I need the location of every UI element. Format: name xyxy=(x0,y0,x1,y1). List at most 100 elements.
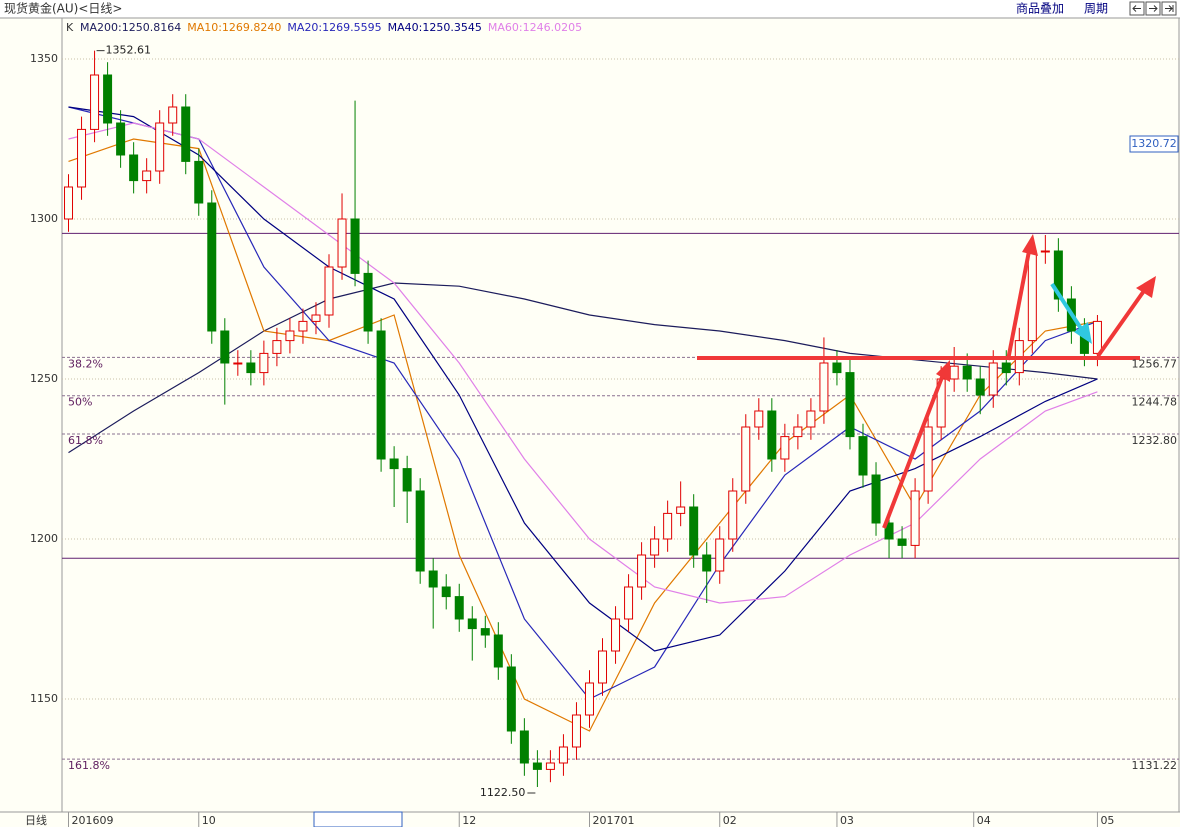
candle-body xyxy=(598,650,608,684)
candle-body xyxy=(168,106,178,124)
candle-body xyxy=(1053,250,1063,300)
candle-body xyxy=(259,352,269,374)
candle xyxy=(702,542,712,603)
candle xyxy=(129,142,139,194)
fib-label: 161.8% xyxy=(68,759,110,772)
candle-body xyxy=(129,154,139,182)
scroll-box[interactable] xyxy=(313,811,403,827)
y-tick-label: 1200 xyxy=(30,532,58,545)
candle xyxy=(663,500,673,552)
candle xyxy=(259,340,269,386)
candle-body xyxy=(142,170,152,182)
candle-body xyxy=(1040,250,1050,253)
period-button[interactable]: 周期 xyxy=(1084,2,1108,16)
candle-body xyxy=(363,272,373,332)
ma-line xyxy=(68,122,1098,604)
candle xyxy=(506,654,516,744)
candle-body xyxy=(611,618,621,652)
legend-lead: K xyxy=(66,21,74,34)
candle-body xyxy=(689,506,699,556)
candle-body xyxy=(845,372,855,438)
candle xyxy=(624,574,634,632)
candle xyxy=(975,366,985,415)
overlay-button[interactable]: 商品叠加 xyxy=(1016,1,1064,16)
candle-body xyxy=(1092,320,1102,354)
price-label: 1320.72 xyxy=(1131,137,1177,150)
candle xyxy=(311,302,321,335)
legend-entry: MA40:1250.3545 xyxy=(388,21,482,34)
candle-body xyxy=(298,320,308,332)
candle-body xyxy=(389,458,399,470)
candle-body xyxy=(480,628,490,636)
candle-body xyxy=(64,186,74,220)
x-tick-label: 10 xyxy=(202,814,216,827)
candle-body xyxy=(910,490,920,546)
candle xyxy=(376,318,386,472)
candle-body xyxy=(428,570,438,588)
candle-body xyxy=(311,314,321,322)
low-label: 1122.50 xyxy=(480,786,526,799)
candle-body xyxy=(467,618,477,630)
candle xyxy=(689,494,699,568)
candle-body xyxy=(194,160,204,204)
candle-body xyxy=(441,586,451,598)
candle xyxy=(116,110,126,168)
legend-entry: MA10:1269.8240 xyxy=(187,21,281,34)
candle-body xyxy=(77,128,87,188)
candle xyxy=(428,558,438,629)
candle xyxy=(910,478,920,559)
candle-body xyxy=(624,586,634,620)
candle-body xyxy=(246,362,256,374)
candle xyxy=(611,606,621,664)
candle-body xyxy=(715,538,725,572)
candle-body xyxy=(975,378,985,396)
candle-body xyxy=(90,74,100,130)
candle-body xyxy=(532,762,542,770)
candle-body xyxy=(506,666,516,732)
ma-line xyxy=(68,282,1098,454)
fib-value-label: 1131.22 xyxy=(1132,759,1178,772)
candle-body xyxy=(220,330,230,364)
fib-value-label: 1256.77 xyxy=(1132,357,1178,370)
candle xyxy=(676,481,686,527)
candle xyxy=(415,478,425,584)
candle-body xyxy=(324,266,334,316)
candle xyxy=(77,116,87,200)
candle-body xyxy=(819,362,829,412)
legend-entry: MA20:1269.5595 xyxy=(287,21,381,34)
chart-title: 现货黄金(AU)<日线> xyxy=(4,1,122,16)
candle xyxy=(246,350,256,386)
fib-label: 61.8% xyxy=(68,434,103,447)
candle xyxy=(350,100,360,287)
candle xyxy=(584,670,594,728)
candle xyxy=(598,638,608,696)
annotations xyxy=(697,234,1156,529)
candle-body xyxy=(793,426,803,438)
candle-body xyxy=(155,122,165,172)
candle-body xyxy=(584,682,594,716)
candle-body xyxy=(1027,250,1037,342)
candle xyxy=(454,583,464,632)
candle xyxy=(272,327,282,367)
candle-body xyxy=(923,426,933,492)
candle xyxy=(298,308,308,344)
candle xyxy=(558,734,568,776)
arrow xyxy=(1096,286,1148,358)
candle-body xyxy=(988,362,998,396)
nav-icon xyxy=(1149,5,1158,12)
candle-body xyxy=(663,512,673,540)
candle xyxy=(637,542,647,600)
arrow-head xyxy=(1022,234,1038,256)
candle xyxy=(767,398,777,472)
candle-body xyxy=(871,474,881,524)
candle xyxy=(519,718,529,776)
candle xyxy=(1040,235,1050,264)
y-tick-label: 1350 xyxy=(30,52,58,65)
arrow xyxy=(882,371,946,529)
candle xyxy=(780,423,790,472)
y-tick-label: 1150 xyxy=(30,692,58,705)
high-label: 1352.61 xyxy=(106,44,152,57)
candle-body xyxy=(181,106,191,162)
candle-body xyxy=(676,506,686,514)
x-tick-label: 12 xyxy=(462,814,476,827)
